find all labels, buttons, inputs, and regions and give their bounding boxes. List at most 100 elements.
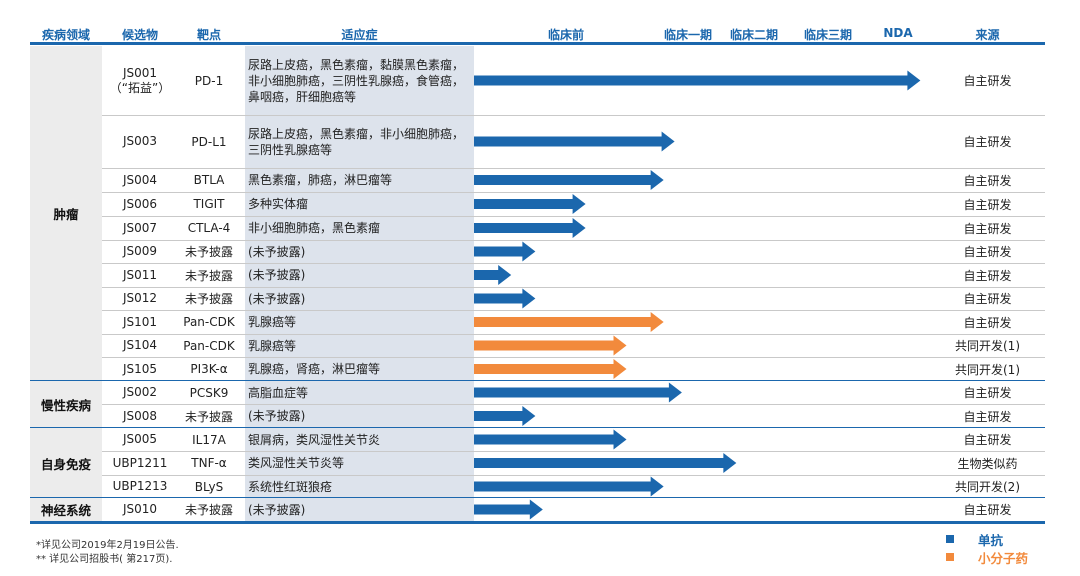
header-target: 靶点: [196, 28, 221, 42]
group-divider: [30, 427, 1045, 428]
indication-cell: 银屑病，类风湿性关节炎: [248, 432, 381, 447]
candidate-cell: JS010: [122, 502, 158, 516]
progress-bar: [474, 218, 586, 238]
area-label: 肿瘤: [53, 207, 79, 222]
header-stage: 临床三期: [803, 28, 852, 42]
target-cell: BTLA: [193, 173, 225, 187]
indication-cell: 乳腺癌等: [248, 315, 297, 329]
source-cell: 共同开发(2): [955, 480, 1020, 494]
source-cell: 自主研发: [963, 74, 1012, 88]
group-divider: [30, 497, 1045, 498]
target-cell: 未予披露: [184, 245, 233, 259]
row-divider: [102, 240, 1045, 241]
row-divider: [102, 168, 1045, 169]
candidate-cell: JS004: [122, 172, 158, 187]
header-stage: NDA: [883, 26, 913, 40]
indication-cell: 乳腺癌等: [248, 338, 297, 353]
footnote: ** 详见公司招股书( 第217页).: [36, 554, 173, 565]
source-cell: 共同开发(1): [955, 339, 1020, 353]
indication-cell: 尿路上皮癌，黑色素瘤，黏膜黑色素瘤，非小细胞肺癌，三阴性乳腺癌，食管癌，鼻咽癌，…: [248, 57, 465, 104]
footnote: *详见公司2019年2月19日公告.: [36, 540, 179, 551]
progress-bar: [474, 406, 536, 426]
source-cell: 自主研发: [963, 135, 1012, 149]
source-cell: 自主研发: [963, 197, 1012, 212]
progress-bar: [474, 265, 512, 285]
indication-cell: (未予披露): [248, 409, 306, 423]
indication-cell: 系统性红斑狼疮: [248, 479, 333, 494]
candidate-cell: JS001 （“拓益”）: [109, 65, 171, 95]
row-divider: [102, 216, 1045, 217]
candidate-cell: JS005: [122, 432, 158, 446]
indication-cell: 黑色素瘤，肺癌，淋巴瘤等: [248, 173, 393, 187]
target-cell: 未予披露: [184, 292, 233, 306]
candidate-cell: JS008: [122, 408, 158, 423]
area-cell: [30, 428, 102, 498]
progress-bar: [474, 359, 627, 379]
candidate-cell: JS105: [122, 361, 158, 376]
legend-label: 小分子药: [978, 551, 1029, 566]
progress-bar: [474, 131, 675, 152]
progress-bar: [474, 499, 543, 520]
candidate-cell: JS002: [122, 385, 158, 399]
row-divider: [102, 334, 1045, 335]
progress-bar: [474, 382, 682, 403]
source-cell: 自主研发: [963, 315, 1012, 330]
header-rule: [30, 42, 1045, 45]
progress-bar: [474, 288, 536, 309]
header-source: 来源: [975, 28, 1000, 42]
candidate-cell: JS009: [122, 244, 158, 258]
progress-bar: [474, 194, 586, 214]
row-divider: [102, 357, 1045, 358]
indication-cell: (未予披露): [248, 268, 306, 282]
candidate-cell: JS011: [122, 267, 158, 282]
target-cell: Pan-CDK: [183, 338, 235, 353]
target-cell: PI3K-α: [190, 362, 228, 376]
area-cell: [30, 381, 102, 428]
progress-bar: [474, 335, 627, 356]
candidate-cell: JS101: [122, 314, 158, 329]
target-cell: PCSK9: [189, 385, 229, 400]
target-cell: Pan-CDK: [183, 315, 235, 329]
source-cell: 自主研发: [963, 173, 1012, 188]
area-label: 神经系统: [40, 503, 91, 518]
indication-cell: 多种实体瘤: [248, 197, 309, 211]
indication-cell: (未予披露): [248, 244, 306, 259]
row-divider: [102, 451, 1045, 452]
target-cell: TNF-α: [191, 456, 227, 470]
source-cell: 自主研发: [963, 292, 1012, 306]
area-cell: [30, 498, 102, 521]
row-divider: [102, 475, 1045, 476]
legend-swatch: [946, 535, 954, 543]
source-cell: 自主研发: [963, 386, 1012, 400]
progress-bar: [474, 476, 664, 497]
progress-bar: [474, 453, 737, 473]
row-divider: [102, 192, 1045, 193]
indication-cell: 类风湿性关节炎等: [248, 456, 345, 470]
candidate-cell: JS003: [122, 134, 158, 148]
header-stage: 临床二期: [729, 28, 778, 42]
legend-label: 单抗: [978, 533, 1004, 548]
source-cell: 自主研发: [963, 409, 1012, 424]
row-divider: [102, 404, 1045, 405]
target-cell: PD-1: [194, 73, 224, 88]
row-divider: [102, 287, 1045, 288]
candidate-cell: UBP1213: [112, 479, 168, 493]
legend-swatch: [946, 553, 954, 561]
target-cell: 未予披露: [184, 268, 233, 283]
group-divider: [30, 380, 1045, 381]
target-cell: TIGIT: [193, 197, 225, 211]
target-cell: 未予披露: [184, 503, 233, 517]
source-cell: 自主研发: [963, 268, 1012, 283]
header-stage: 临床前: [547, 28, 584, 42]
row-divider: [102, 115, 1045, 116]
indication-cell: 尿路上皮癌，黑色素瘤，非小细胞肺癌，三阴性乳腺癌等: [248, 126, 465, 157]
area-label: 慢性疾病: [40, 398, 91, 413]
candidate-cell: JS007: [122, 220, 158, 235]
header-indication: 适应症: [341, 28, 378, 42]
indication-cell: 高脂血症等: [248, 385, 309, 400]
candidate-cell: JS104: [122, 338, 158, 352]
indication-cell: (未予披露): [248, 291, 306, 306]
indication-shade: [245, 46, 474, 521]
